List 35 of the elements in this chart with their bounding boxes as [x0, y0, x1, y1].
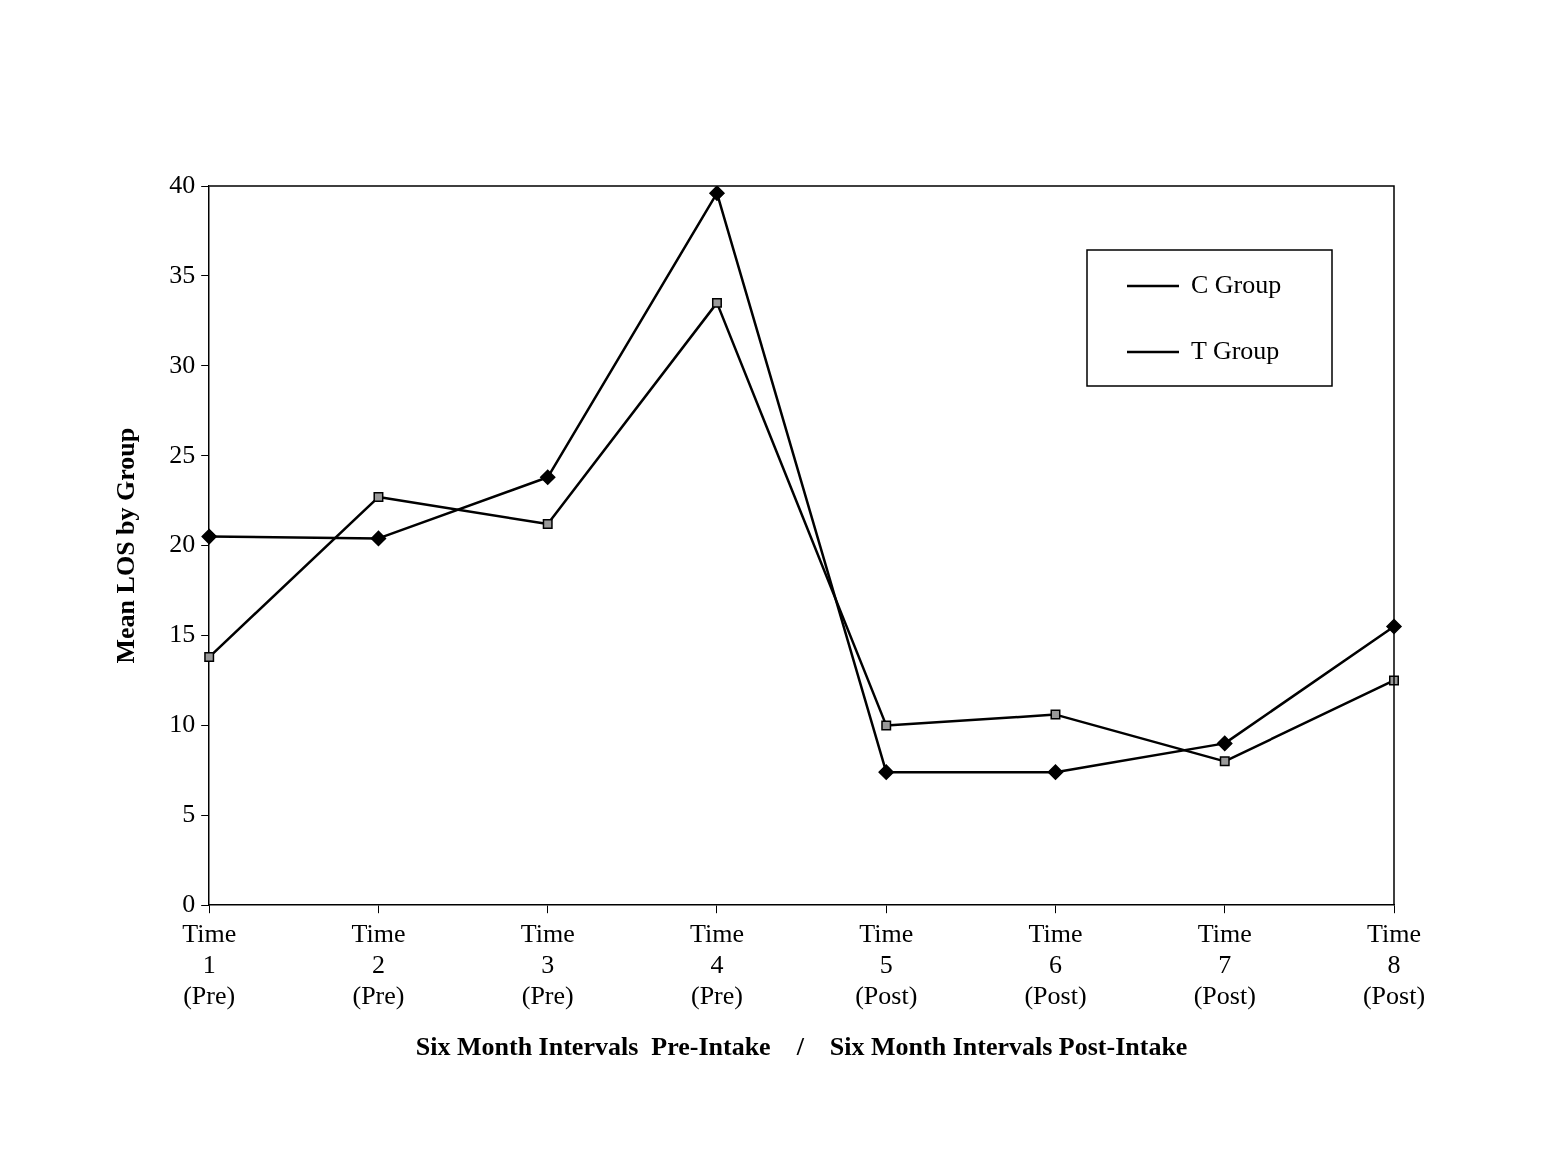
y-tick-label: 30: [169, 349, 196, 379]
y-tick-label: 0: [182, 889, 196, 919]
legend-label: T Group: [1191, 335, 1280, 365]
point: [204, 652, 215, 663]
point: [539, 469, 556, 486]
x-tick-label: Time 1 (Pre): [182, 918, 237, 1011]
y-tick-label: 25: [169, 439, 196, 469]
x-tick-label: Time 7 (Post): [1193, 918, 1256, 1011]
x-tick-label: Time 4 (Pre): [689, 918, 744, 1011]
y-tick-label: 10: [169, 709, 196, 739]
point: [1219, 756, 1230, 767]
point: [709, 186, 725, 201]
y-tick-label: 20: [169, 529, 196, 559]
x-tick-label: Time 3 (Pre): [520, 918, 575, 1011]
point: [881, 720, 892, 731]
point: [1216, 735, 1233, 752]
x-tick-label: Time 5 (Post): [855, 918, 918, 1011]
y-tick-label: 40: [169, 169, 196, 199]
point: [711, 297, 722, 308]
x-tick-label: Time 8 (Post): [1362, 918, 1426, 1011]
point: [370, 530, 387, 547]
point: [542, 519, 553, 530]
point: [878, 764, 894, 780]
y-tick-label: 35: [169, 259, 196, 289]
point: [1047, 764, 1064, 780]
y-axis-title: Mean LOS by Group: [111, 427, 141, 664]
x-axis-title: Six Month Intervals Pre-Intake / Six Month Intervals Post-Intake: [415, 1032, 1188, 1062]
legend-label: C Group: [1191, 269, 1282, 299]
y-tick-label: 15: [169, 619, 196, 649]
point: [201, 528, 217, 545]
x-tick-label: Time 6 (Post): [1024, 918, 1087, 1011]
point: [1050, 709, 1061, 720]
x-tick-label: Time 2 (Pre): [351, 918, 406, 1011]
y-tick-label: 5: [182, 799, 196, 829]
point: [373, 492, 384, 503]
